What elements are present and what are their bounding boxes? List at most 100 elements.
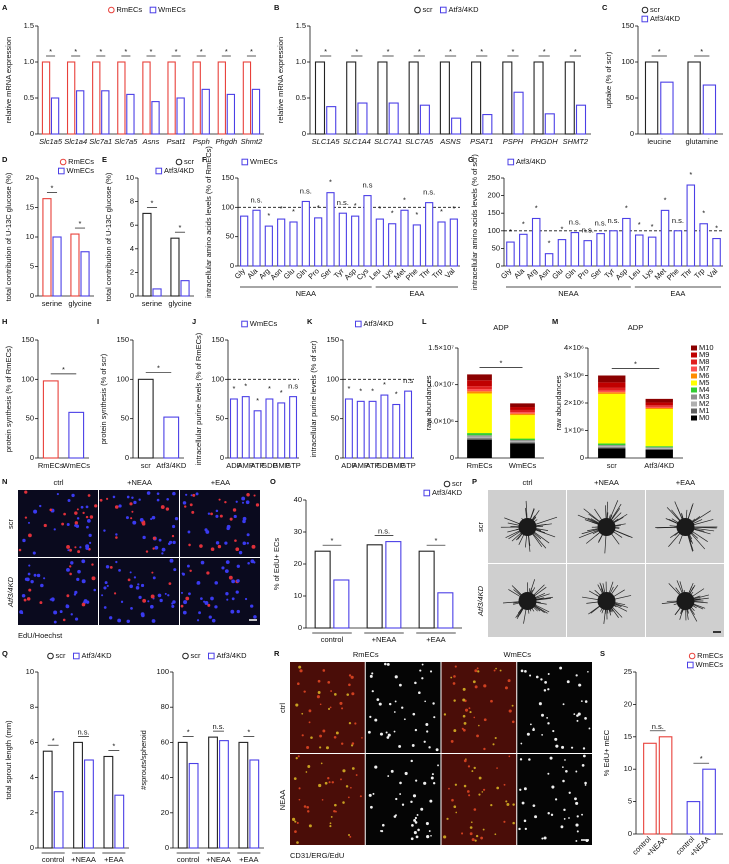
image-dot (68, 548, 73, 552)
bar (519, 233, 528, 267)
image-dot (519, 758, 523, 761)
y-tick-label: 4 (130, 244, 134, 253)
image-dot (410, 800, 413, 804)
image-dot (103, 529, 106, 532)
group-label: WmECs (504, 650, 532, 659)
bar-segment (598, 375, 626, 383)
column-label: +EAA (676, 478, 695, 487)
image-dot (415, 779, 418, 782)
image-dot (77, 550, 81, 554)
legend-marker (175, 158, 183, 166)
legend-label: Atf3/4KD (432, 488, 463, 497)
image-dot (584, 781, 587, 785)
y-tick-label: 0 (30, 843, 34, 852)
bar (644, 61, 659, 135)
image-dot (303, 690, 306, 693)
bar-segment (467, 435, 492, 437)
image-dot (71, 493, 75, 498)
image-dot (575, 801, 579, 805)
image-dot (328, 707, 331, 710)
significance-label: * (200, 47, 203, 56)
image-dot (23, 598, 27, 602)
bar (238, 741, 249, 849)
image-dot (236, 609, 240, 614)
image-dot (198, 611, 201, 615)
legend-label: scr (650, 5, 661, 14)
image-dot (347, 796, 350, 799)
image-dot (161, 547, 166, 552)
bar (188, 762, 199, 849)
significance-label: n.s. (250, 195, 262, 204)
image-dot (415, 835, 419, 839)
image-dot (235, 500, 238, 503)
image-dot (39, 601, 43, 605)
legend-marker (207, 652, 215, 660)
y-tick-label: 8 (30, 702, 34, 711)
bar-segment (598, 445, 626, 447)
legend-marker (149, 6, 157, 14)
bar (583, 240, 592, 267)
image-dot (505, 800, 508, 803)
legend-label: Atf3/4KD (448, 5, 479, 14)
image-dot (521, 801, 525, 805)
image-dot (369, 674, 373, 678)
y-tick-label: 150 (326, 335, 339, 344)
significance-label: * (435, 536, 438, 545)
image-dot (568, 817, 570, 819)
bar-segment (645, 447, 673, 449)
image-dot (566, 680, 570, 684)
legend-label: M2 (699, 399, 709, 408)
significance-label: * (625, 203, 628, 212)
image-dot (354, 722, 357, 725)
image-dot (120, 600, 124, 604)
row-label: scr (6, 519, 15, 530)
column-label: ctrl (523, 478, 533, 487)
x-tick-label: ADP (341, 461, 356, 470)
image-dot (187, 530, 191, 534)
image-dot (295, 703, 299, 707)
significance-label: * (347, 384, 350, 393)
row-label: NEAA (278, 790, 287, 810)
image-dot (543, 689, 547, 692)
x-tick-label: Slc1a4 (64, 137, 87, 146)
image-dot (160, 505, 165, 509)
image-dot (345, 785, 349, 788)
image-dot (381, 823, 385, 827)
image-dot (503, 783, 506, 786)
bar-segment (510, 440, 535, 442)
legend-label: RmECs (68, 157, 94, 166)
significance-label: * (124, 47, 127, 56)
image-dot (308, 824, 312, 828)
image-tile (441, 662, 517, 753)
bar (326, 192, 335, 267)
image-dot (226, 598, 229, 601)
bar (42, 198, 52, 297)
legend-label: WmECs (250, 157, 278, 166)
image-dot (246, 533, 250, 537)
image-dot (538, 702, 542, 706)
bar (229, 398, 238, 459)
bar (609, 230, 618, 267)
legend-marker (691, 352, 697, 358)
image-dot (168, 582, 172, 585)
bar-segment (510, 412, 535, 414)
image-dot (333, 735, 337, 739)
significance-label: * (292, 207, 295, 216)
image-dot (368, 793, 372, 797)
column-label: ctrl (54, 478, 64, 487)
image-dot (551, 785, 555, 789)
image-dot (125, 516, 129, 520)
bar-segment (467, 393, 492, 434)
significance-label: * (574, 47, 577, 56)
image-dot (118, 569, 121, 572)
image-dot (232, 508, 237, 512)
image-dot (253, 561, 256, 564)
image-dot (67, 549, 70, 552)
image-dot (182, 501, 187, 505)
image-dot (432, 782, 436, 785)
significance-label: * (280, 388, 283, 397)
image-dot (494, 833, 497, 836)
bar (142, 61, 151, 135)
significance-label: * (480, 47, 483, 56)
